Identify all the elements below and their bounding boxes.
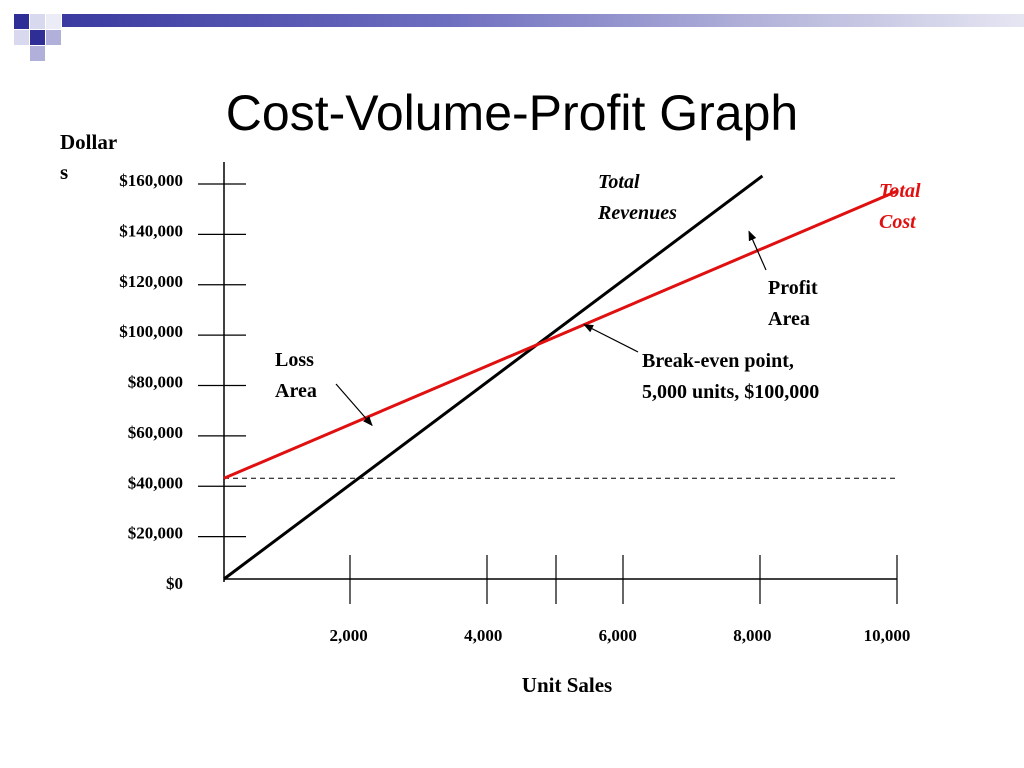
y-tick-label: $100,000 bbox=[119, 322, 183, 341]
x-tick-label: 2,000 bbox=[329, 626, 367, 645]
decorative-square bbox=[14, 14, 29, 29]
y-tick-label: $140,000 bbox=[119, 221, 183, 240]
decorative-square bbox=[30, 46, 45, 61]
decorative-square bbox=[46, 30, 61, 45]
profit-annotation-label: Profit bbox=[768, 277, 818, 299]
total-revenues-label: Total bbox=[598, 171, 640, 193]
decorative-square bbox=[30, 30, 45, 45]
decorative-square bbox=[30, 14, 45, 29]
total-cost-label: Cost bbox=[879, 211, 917, 233]
y-tick-label: $80,000 bbox=[128, 373, 183, 392]
total-cost-line bbox=[223, 189, 898, 480]
y-tick-label: $160,000 bbox=[119, 171, 183, 190]
x-tick-label: 8,000 bbox=[733, 626, 771, 645]
total-cost-label: Total bbox=[879, 180, 921, 202]
y-tick-label: $0 bbox=[166, 574, 183, 593]
profit-annotation-arrow bbox=[748, 230, 767, 271]
breakeven-annotation-arrow bbox=[583, 324, 639, 353]
y-axis-title: s bbox=[60, 160, 68, 184]
loss-annotation-label: Loss bbox=[275, 349, 314, 371]
profit-annotation-label: Area bbox=[768, 308, 810, 330]
decorative-banner-bar bbox=[62, 14, 1024, 27]
total-revenues-line bbox=[223, 174, 764, 581]
x-tick-label: 10,000 bbox=[864, 626, 911, 645]
x-tick-label: 6,000 bbox=[599, 626, 637, 645]
breakeven-annotation-label: 5,000 units, $100,000 bbox=[642, 381, 819, 403]
decorative-square bbox=[14, 30, 29, 45]
breakeven-annotation-label: Break-even point, bbox=[642, 350, 794, 372]
loss-annotation-label: Area bbox=[275, 380, 317, 402]
y-tick-label: $20,000 bbox=[128, 524, 183, 543]
y-tick-label: $60,000 bbox=[128, 423, 183, 442]
y-tick-label: $120,000 bbox=[119, 272, 183, 291]
loss-annotation-arrow bbox=[335, 383, 373, 427]
x-tick-label: 4,000 bbox=[464, 626, 502, 645]
total-revenues-label: Revenues bbox=[597, 202, 677, 224]
page-title: Cost-Volume-Profit Graph bbox=[225, 85, 799, 141]
y-tick-label: $40,000 bbox=[128, 473, 183, 492]
y-axis-title: Dollar bbox=[60, 130, 117, 154]
decorative-square bbox=[46, 14, 61, 29]
x-axis-title: Unit Sales bbox=[522, 673, 612, 697]
